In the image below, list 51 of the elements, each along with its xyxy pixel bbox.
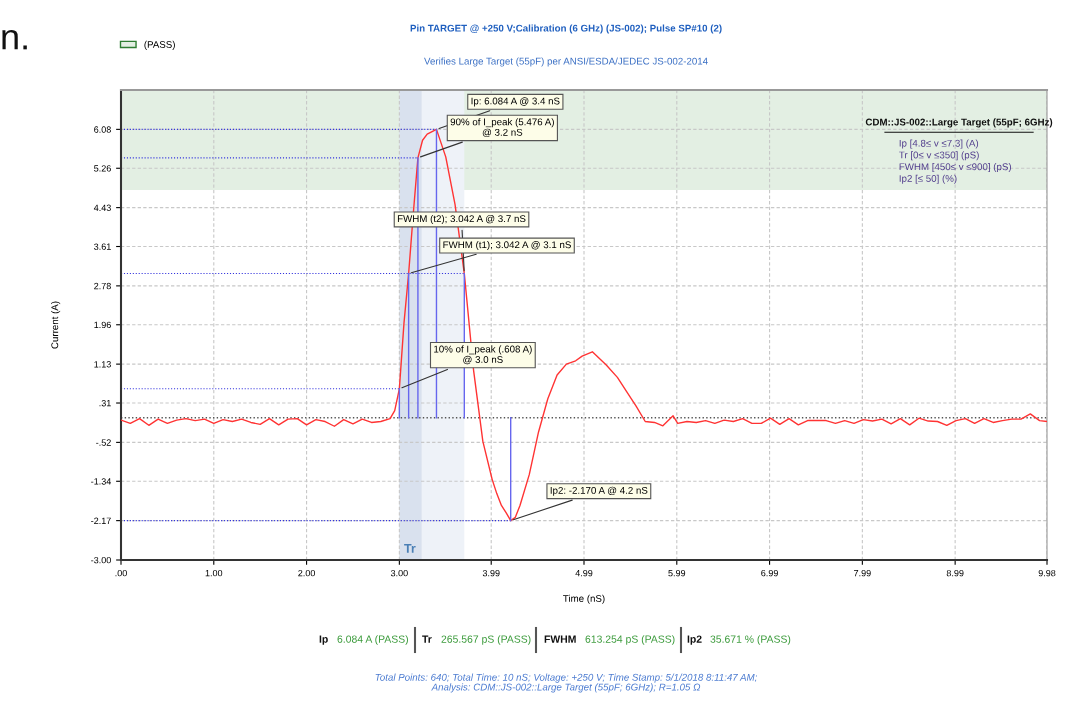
x-tick-label: 4.99 [575, 569, 593, 577]
annotation: Ip2: -2.170 A @ 4.2 nS [550, 486, 648, 496]
x-tick-label: 1.00 [205, 569, 223, 577]
text: 613.254 pS (PASS) [585, 635, 675, 645]
annotation: CDM::JS-002::Large Target (55pF; 6GHz) [865, 118, 1053, 128]
text: 35.671 % (PASS) [710, 635, 791, 645]
x-tick-label: .00 [115, 569, 127, 577]
line-series [121, 128, 1047, 522]
text: Total Points: 640; Total Time: 10 nS; Voltage: +250 V; Time Stamp: 5/1/2018 8:11:47 AM; Analysis: CDM::JS-002::Large Target (55pF; 6GHz); R=1.05 Ω [375, 673, 758, 693]
y-tick-label: -2.17 [91, 517, 111, 524]
y-tick-label: 1.13 [94, 361, 111, 368]
y-tick-label: 1.96 [94, 321, 111, 329]
text: Tr [422, 635, 432, 643]
annotation: FWHM (t2); 3.042 A @ 3.7 nS [397, 214, 526, 224]
x-tick-label: 7.99 [854, 569, 871, 577]
x-tick-label: 2.00 [298, 569, 315, 577]
annotation: Tr [0≤ v ≤350] (pS) [899, 151, 979, 161]
annotation: 90% of I_peak (5.476 A) @ 3.2 nS [450, 118, 554, 138]
y-tick-label: .31 [99, 399, 111, 407]
x-tick-label: 6.99 [761, 569, 778, 577]
x-tick-label: 3.99 [482, 569, 500, 577]
annotation: Ip [4.8≤ v ≤7.3] (A) [899, 139, 979, 149]
text: 6.084 A (PASS) [337, 635, 408, 645]
x-tick-label: 9.98 [1038, 569, 1056, 577]
y-tick-label: 3.61 [94, 243, 111, 250]
chart-title: Pin TARGET @ +250 V;Calibration (6 GHz) (JS-002); Pulse SP#10 (2) [410, 24, 722, 34]
legend-label: (PASS) [144, 40, 175, 50]
text: Ip [319, 635, 328, 645]
annotation: 10% of I_peak (.608 A) @ 3.0 nS [434, 345, 532, 365]
text: Ip2 [687, 635, 702, 645]
y-tick-label: 4.43 [93, 204, 111, 211]
y-tick-label: 5.26 [94, 165, 111, 172]
y-tick-label: -3.00 [91, 556, 111, 564]
y-tick-label: -1.34 [91, 478, 112, 485]
text: 265.567 pS (PASS) [441, 635, 531, 645]
x-axis-title: Time (nS) [563, 594, 605, 604]
annotation: FWHM (t1); 3.042 A @ 3.1 nS [443, 241, 571, 251]
annotation: Ip: 6.084 A @ 3.4 nS [471, 97, 560, 107]
band-label: Tr [404, 544, 416, 553]
y-tick-label: 2.78 [94, 282, 111, 290]
text: FWHM [544, 635, 576, 643]
y-axis-title: Current (A) [51, 301, 61, 349]
y-tick-label: -.52 [96, 439, 111, 446]
chart-subtitle: Verifies Large Target (55pF) per ANSI/ESDA/JEDEC JS-002-2014 [424, 57, 708, 67]
y-tick-label: 6.08 [94, 126, 111, 133]
x-tick-label: 5.99 [668, 569, 686, 577]
text: n. [2, 29, 27, 50]
annotation: Ip2 [≤ 50] (%) [899, 174, 957, 184]
x-tick-label: 3.00 [390, 569, 408, 577]
annotation: FWHM [450≤ v ≤900] (pS) [899, 163, 1012, 173]
x-tick-label: 8.99 [946, 569, 964, 577]
